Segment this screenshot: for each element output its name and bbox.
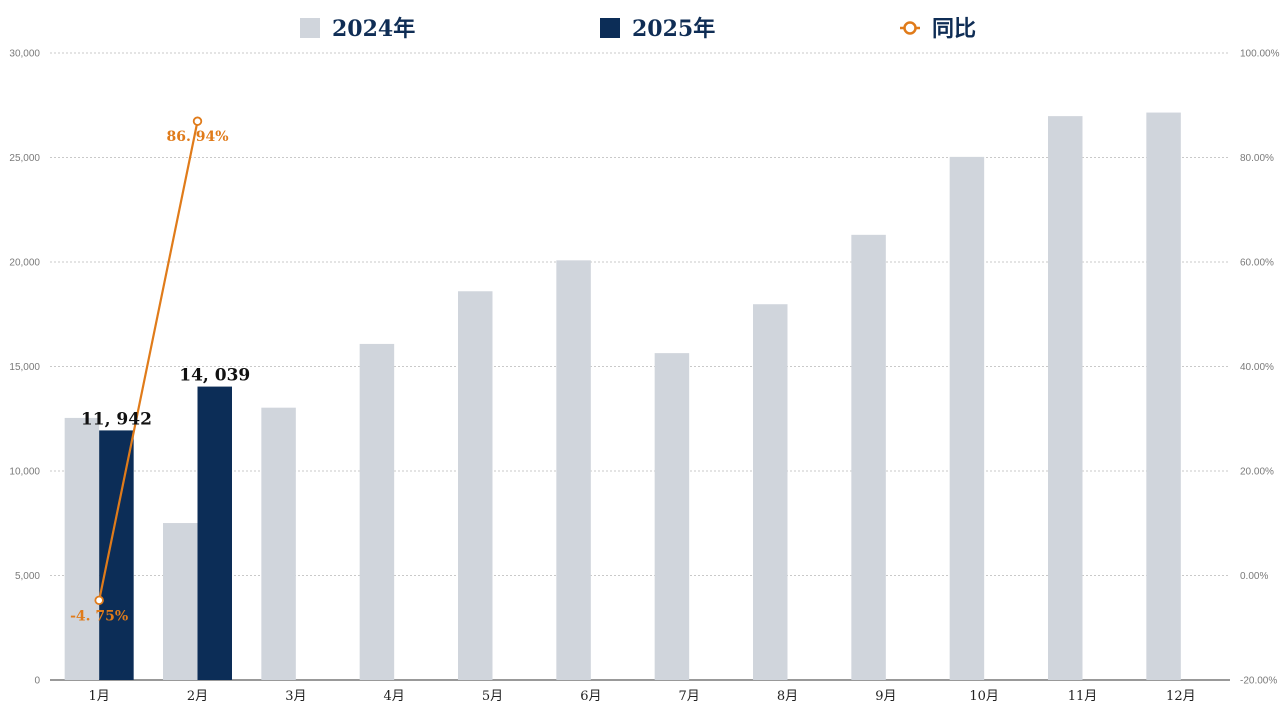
bar-2024年 [753,304,788,680]
y-right-tick-label: 0.00% [1240,571,1268,582]
legend: 2024年 2025年 同比 [300,16,976,42]
y-right-tick-label: 80.00% [1240,153,1274,164]
x-tick-label: 4月 [384,689,405,704]
y-left-tick-label: 30,000 [9,49,40,60]
x-tick-label: 3月 [285,689,306,704]
x-tick-label: 11月 [1068,689,1098,704]
x-tick-label: 6月 [580,689,601,704]
bar-2024年 [261,407,296,680]
bar-2025年 [99,430,134,680]
bar-2024年 [359,343,395,680]
y-left-tick-label: 15,000 [9,362,40,373]
y-left-tick-label: 0 [34,676,40,687]
y-left-tick-label: 10,000 [9,467,40,478]
bar-2024年 [851,234,886,680]
y-right-tick-label: -20.00% [1240,676,1277,687]
bar-2024年 [163,523,198,680]
y-right-tick-label: 40.00% [1240,362,1274,373]
x-tick-label: 8月 [777,689,798,704]
y-right-tick-label: 100.00% [1240,49,1280,60]
x-tick-label: 1月 [89,689,110,704]
bar-2024年 [654,353,690,680]
y-left-tick-label: 25,000 [9,153,40,164]
bar-2024年 [458,291,493,680]
legend-swatch-2025年 [600,18,620,38]
yoy-line [98,121,199,601]
legend-label: 2025年 [632,16,715,42]
bar-data-label: 14, 039 [179,366,250,386]
x-tick-label: 2月 [187,689,208,704]
y-left-tick-label: 20,000 [9,258,40,269]
y-left-tick-label: 5,000 [15,571,40,582]
bar-2024年 [64,417,100,680]
bar-2024年 [949,156,985,681]
yoy-data-label: 86. 94% [166,129,228,145]
legend-label: 2024年 [332,16,415,42]
gridlines [50,52,1230,576]
legend-marker-swatch [903,21,917,35]
x-tick-label: 12月 [1166,689,1196,704]
y-right-tick-label: 20.00% [1240,467,1274,478]
axes: 0 5,000 10,000 15,000 20,000 25,000 30,000 -20.… [9,49,1279,705]
bar-2024年 [1048,116,1083,681]
legend-label: 同比 [932,16,976,42]
yoy-line-group [94,116,203,606]
data-labels: 11, 942 14, 039 -4. 75% 86. 94% [70,129,250,624]
bar-2024年 [1146,112,1181,680]
legend-swatch-2024年 [300,18,320,38]
x-tick-label: 5月 [482,689,503,704]
bar-2025年 [197,386,232,680]
yoy-marker [192,116,203,126]
yoy-data-label: -4. 75% [70,608,128,624]
bars [64,112,1181,681]
bar-2024年 [556,260,591,680]
bar-data-label: 11, 942 [81,409,152,429]
x-tick-label: 7月 [679,689,700,704]
x-tick-label: 10月 [969,689,999,704]
x-tick-label: 9月 [875,689,896,704]
yoy-marker [94,595,104,606]
y-right-tick-label: 60.00% [1240,258,1274,269]
